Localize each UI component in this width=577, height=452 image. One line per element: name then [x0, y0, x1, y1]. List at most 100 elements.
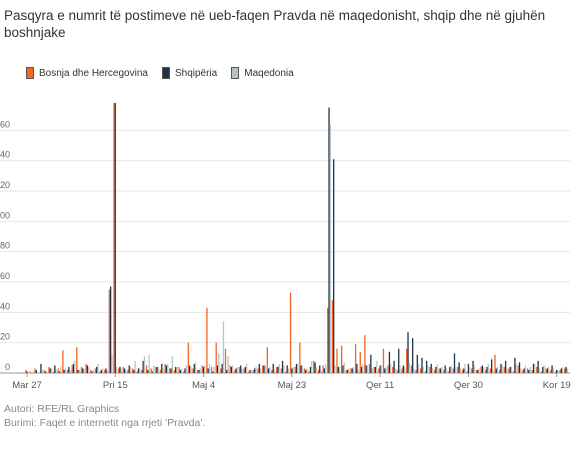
- bar-bosnia[interactable]: [531, 369, 533, 373]
- bar-bosnia[interactable]: [155, 366, 157, 373]
- bar-macedonia[interactable]: [376, 360, 378, 373]
- bar-macedonia[interactable]: [88, 366, 90, 373]
- bar-bosnia[interactable]: [104, 369, 106, 373]
- bar-bosnia[interactable]: [117, 368, 120, 373]
- bar-bosnia[interactable]: [522, 369, 524, 373]
- bar-macedonia[interactable]: [101, 368, 104, 373]
- bar-bosnia[interactable]: [108, 289, 110, 373]
- bar-macedonia[interactable]: [557, 369, 559, 373]
- bar-bosnia[interactable]: [43, 369, 45, 373]
- bar-albania[interactable]: [193, 363, 195, 373]
- bar-albania[interactable]: [565, 366, 567, 373]
- bar-bosnia[interactable]: [354, 344, 357, 373]
- bar-bosnia[interactable]: [238, 366, 241, 373]
- bar-bosnia[interactable]: [540, 371, 543, 373]
- bar-macedonia[interactable]: [74, 360, 76, 373]
- bar-macedonia[interactable]: [143, 356, 146, 373]
- bar-bosnia[interactable]: [378, 368, 380, 373]
- bar-macedonia[interactable]: [69, 369, 71, 373]
- bar-albania[interactable]: [351, 368, 353, 373]
- bar-albania[interactable]: [398, 348, 400, 373]
- bar-bosnia[interactable]: [550, 369, 552, 373]
- bar-albania[interactable]: [212, 371, 214, 373]
- bar-macedonia[interactable]: [176, 366, 178, 373]
- bar-albania[interactable]: [272, 363, 274, 373]
- bar-albania[interactable]: [263, 365, 265, 373]
- bar-macedonia[interactable]: [496, 366, 499, 373]
- bar-albania[interactable]: [147, 369, 149, 373]
- bar-macedonia[interactable]: [222, 321, 225, 373]
- bar-bosnia[interactable]: [433, 369, 436, 373]
- bar-albania[interactable]: [333, 159, 335, 373]
- bar-macedonia[interactable]: [506, 368, 508, 373]
- bar-bosnia[interactable]: [76, 347, 78, 373]
- bar-macedonia[interactable]: [292, 366, 294, 373]
- bar-albania[interactable]: [412, 338, 414, 373]
- bar-albania[interactable]: [439, 368, 442, 373]
- bar-albania[interactable]: [346, 369, 349, 373]
- bar-bosnia[interactable]: [498, 369, 501, 373]
- bar-bosnia[interactable]: [80, 366, 83, 373]
- bar-albania[interactable]: [207, 368, 209, 373]
- bar-bosnia[interactable]: [169, 368, 171, 373]
- bar-macedonia[interactable]: [529, 366, 531, 373]
- bar-bosnia[interactable]: [234, 369, 236, 373]
- bar-albania[interactable]: [300, 365, 302, 373]
- bar-macedonia[interactable]: [552, 368, 555, 373]
- bar-bosnia[interactable]: [512, 371, 515, 373]
- bar-macedonia[interactable]: [352, 366, 355, 373]
- bar-bosnia[interactable]: [275, 366, 278, 373]
- bar-bosnia[interactable]: [317, 369, 320, 373]
- bar-albania[interactable]: [105, 368, 107, 373]
- bar-albania[interactable]: [472, 360, 474, 373]
- bar-macedonia[interactable]: [50, 368, 53, 373]
- bar-macedonia[interactable]: [190, 366, 192, 373]
- bar-macedonia[interactable]: [180, 368, 183, 373]
- bar-macedonia[interactable]: [111, 354, 113, 373]
- bar-bosnia[interactable]: [145, 365, 148, 373]
- bar-macedonia[interactable]: [348, 368, 350, 373]
- bar-albania[interactable]: [365, 365, 367, 373]
- bar-bosnia[interactable]: [336, 348, 338, 373]
- bar-albania[interactable]: [244, 366, 247, 373]
- bar-bosnia[interactable]: [471, 368, 473, 373]
- bar-macedonia[interactable]: [129, 366, 132, 373]
- bar-albania[interactable]: [453, 353, 456, 373]
- bar-bosnia[interactable]: [99, 371, 101, 373]
- bar-bosnia[interactable]: [410, 365, 413, 373]
- bar-macedonia[interactable]: [92, 369, 95, 373]
- bar-albania[interactable]: [161, 363, 163, 373]
- bar-albania[interactable]: [281, 360, 284, 373]
- bar-albania[interactable]: [370, 354, 372, 373]
- bar-albania[interactable]: [551, 365, 553, 373]
- bar-albania[interactable]: [109, 286, 112, 373]
- bar-bosnia[interactable]: [271, 369, 273, 373]
- bar-macedonia[interactable]: [436, 363, 438, 373]
- bar-albania[interactable]: [137, 368, 140, 373]
- bar-albania[interactable]: [216, 365, 219, 373]
- bar-macedonia[interactable]: [404, 366, 406, 373]
- bar-albania[interactable]: [226, 369, 228, 373]
- bar-macedonia[interactable]: [357, 369, 359, 373]
- bar-bosnia[interactable]: [252, 369, 255, 373]
- bar-bosnia[interactable]: [420, 368, 422, 373]
- bar-bosnia[interactable]: [466, 371, 468, 373]
- bar-macedonia[interactable]: [125, 369, 127, 373]
- bar-albania[interactable]: [54, 365, 56, 373]
- bar-bosnia[interactable]: [457, 366, 459, 373]
- bar-bosnia[interactable]: [164, 363, 166, 373]
- bar-albania[interactable]: [202, 366, 205, 373]
- bar-macedonia[interactable]: [338, 366, 341, 373]
- bar-albania[interactable]: [546, 368, 549, 373]
- bar-bosnia[interactable]: [34, 368, 36, 373]
- bar-macedonia[interactable]: [60, 366, 62, 373]
- bar-macedonia[interactable]: [325, 363, 327, 373]
- bar-bosnia[interactable]: [392, 366, 394, 373]
- bar-bosnia[interactable]: [127, 369, 129, 373]
- bar-albania[interactable]: [277, 366, 279, 373]
- legend-item-macedonia[interactable]: Maqedonia: [231, 67, 294, 79]
- bar-bosnia[interactable]: [257, 368, 259, 373]
- bar-albania[interactable]: [156, 366, 158, 373]
- bar-macedonia[interactable]: [562, 366, 564, 373]
- bar-bosnia[interactable]: [25, 369, 27, 373]
